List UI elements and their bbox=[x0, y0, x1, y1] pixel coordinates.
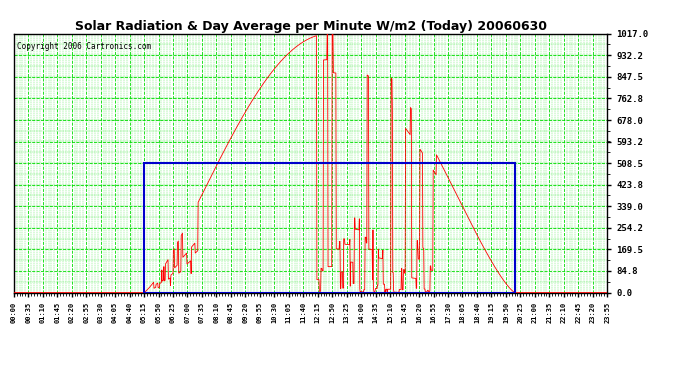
Title: Solar Radiation & Day Average per Minute W/m2 (Today) 20060630: Solar Radiation & Day Average per Minute… bbox=[75, 20, 546, 33]
Text: Copyright 2006 Cartronics.com: Copyright 2006 Cartronics.com bbox=[17, 42, 151, 51]
Bar bbox=[144, 163, 515, 292]
